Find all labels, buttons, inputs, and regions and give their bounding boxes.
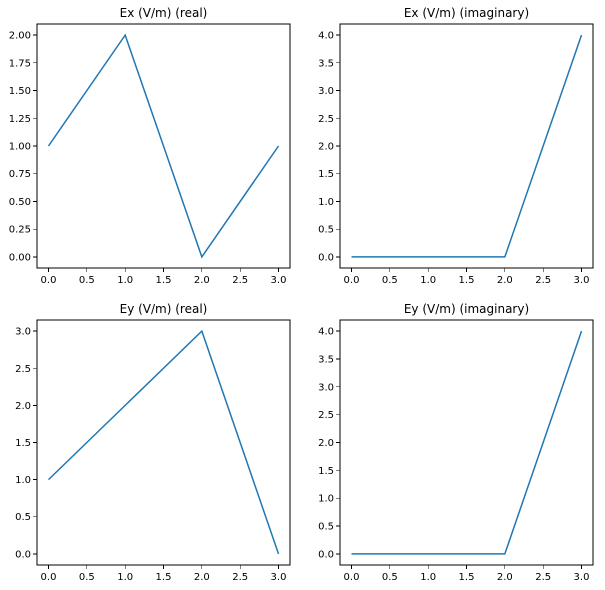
x-tick-label: 0.0 bbox=[344, 572, 360, 583]
panel-ex-imaginary: Ex (V/m) (imaginary) 0.0 0.5 1.0 1.5 2.0 2.5 3… bbox=[318, 6, 594, 286]
series-line bbox=[351, 330, 583, 555]
axes-frame bbox=[36, 23, 291, 269]
y-tick-label: 3.5 bbox=[318, 354, 334, 365]
tick-layer: 0.0 0.5 1.0 1.5 2.0 2.5 3.0 0.0 0.5 1.0 1.5 2.0 2.5 3… bbox=[15, 327, 286, 583]
y-tick-label: 1.75 bbox=[9, 58, 31, 69]
series-line bbox=[351, 34, 583, 258]
x-tick-label: 2.0 bbox=[497, 572, 513, 583]
y-tick-label: 0.0 bbox=[318, 252, 334, 263]
y-tick-label: 2.5 bbox=[318, 114, 334, 125]
panel-ey-real: Ey (V/m) (real) 0.0 0.5 1.0 1.5 2.0 2.5 3.00.0… bbox=[15, 302, 291, 583]
y-tick-label: 1.0 bbox=[318, 197, 334, 208]
x-tick-label: 1.5 bbox=[156, 572, 172, 583]
x-tick-label: 2.5 bbox=[535, 275, 551, 286]
x-tick-label: 1.0 bbox=[117, 572, 133, 583]
y-tick-label: 1.25 bbox=[9, 114, 31, 125]
series-line bbox=[47, 329, 280, 555]
y-tick-label: 2.00 bbox=[9, 31, 31, 42]
axes-frame bbox=[339, 319, 594, 566]
x-tick-label: 1.5 bbox=[459, 275, 475, 286]
y-tick-label: 1.00 bbox=[9, 142, 31, 153]
axes-frame bbox=[339, 23, 594, 269]
x-tick-label: 3.0 bbox=[271, 572, 287, 583]
tick-layer: 0.0 0.5 1.0 1.5 2.0 2.5 3.0 0.00 0.25 0.50 0.75 1.0… bbox=[9, 31, 287, 286]
x-tick-label: 3.0 bbox=[574, 275, 590, 286]
x-tick-label: 2.0 bbox=[194, 275, 210, 286]
y-tick-label: 1.0 bbox=[15, 475, 31, 486]
x-tick-label: 1.0 bbox=[117, 275, 133, 286]
x-tick-label: 2.0 bbox=[497, 275, 513, 286]
x-tick-label: 2.0 bbox=[194, 572, 210, 583]
y-tick-label: 2.0 bbox=[15, 401, 31, 412]
x-tick-label: 0.0 bbox=[41, 275, 57, 286]
x-tick-label: 0.5 bbox=[382, 572, 398, 583]
y-tick-label: 0.5 bbox=[318, 522, 334, 533]
y-tick-label: 0.00 bbox=[9, 252, 31, 263]
x-tick-label: 1.0 bbox=[420, 275, 436, 286]
y-tick-label: 3.0 bbox=[318, 86, 334, 97]
y-tick-label: 1.50 bbox=[9, 86, 31, 97]
y-tick-label: 2.5 bbox=[318, 410, 334, 421]
y-tick-label: 0.5 bbox=[318, 225, 334, 236]
tick-layer: 0.0 0.5 1.0 1.5 2.0 2.5 3.0 0.0 0.5 1.0 1.5 2.0 2.5 3… bbox=[318, 31, 589, 286]
y-tick-label: 3.0 bbox=[318, 382, 334, 393]
y-tick-label: 0.25 bbox=[9, 225, 31, 236]
y-tick-label: 4.0 bbox=[318, 31, 334, 42]
x-tick-label: 0.0 bbox=[344, 275, 360, 286]
y-tick-label: 2.0 bbox=[318, 142, 334, 153]
y-tick-label: 1.5 bbox=[318, 466, 334, 477]
x-tick-label: 2.5 bbox=[232, 572, 248, 583]
y-tick-label: 3.0 bbox=[15, 327, 31, 338]
tick-layer: 0.0 0.5 1.0 1.5 2.0 2.5 3.0 0.0 0.5 1.0 1.5 2.0 2.5 3… bbox=[318, 327, 589, 583]
x-tick-label: 3.0 bbox=[271, 275, 287, 286]
y-tick-label: 1.5 bbox=[318, 169, 334, 180]
y-tick-label: 1.0 bbox=[318, 494, 334, 505]
series-line bbox=[47, 33, 280, 259]
x-tick-label: 0.5 bbox=[79, 275, 95, 286]
y-tick-label: 0.0 bbox=[318, 549, 334, 560]
panel-title: Ex (V/m) (real) bbox=[120, 6, 208, 20]
x-tick-label: 3.0 bbox=[574, 572, 590, 583]
x-tick-label: 1.0 bbox=[420, 572, 436, 583]
x-tick-label: 1.5 bbox=[156, 275, 172, 286]
x-tick-label: 0.0 bbox=[41, 572, 57, 583]
y-tick-label: 0.0 bbox=[15, 549, 31, 560]
axes-frame bbox=[36, 319, 291, 566]
panel-title: Ey (V/m) (imaginary) bbox=[404, 302, 529, 316]
y-tick-label: 2.0 bbox=[318, 438, 334, 449]
panel-ex-real: Ex (V/m) (real) 0.0 0.5 1.0 1.5 2.0 2.5 3.00.0… bbox=[9, 6, 291, 286]
panel-title: Ey (V/m) (real) bbox=[120, 302, 208, 316]
y-tick-label: 0.75 bbox=[9, 169, 31, 180]
x-tick-label: 0.5 bbox=[79, 572, 95, 583]
x-tick-label: 2.5 bbox=[232, 275, 248, 286]
panel-ey-imaginary: Ey (V/m) (imaginary) 0.0 0.5 1.0 1.5 2.0 2.5 3… bbox=[318, 302, 594, 583]
y-tick-label: 4.0 bbox=[318, 327, 334, 338]
x-tick-label: 2.5 bbox=[535, 572, 551, 583]
panel-title: Ex (V/m) (imaginary) bbox=[404, 6, 529, 20]
y-tick-label: 3.5 bbox=[318, 58, 334, 69]
y-tick-label: 0.5 bbox=[15, 512, 31, 523]
y-tick-label: 0.50 bbox=[9, 197, 31, 208]
y-tick-label: 2.5 bbox=[15, 364, 31, 375]
y-tick-label: 1.5 bbox=[15, 438, 31, 449]
x-tick-label: 1.5 bbox=[459, 572, 475, 583]
x-tick-label: 0.5 bbox=[382, 275, 398, 286]
